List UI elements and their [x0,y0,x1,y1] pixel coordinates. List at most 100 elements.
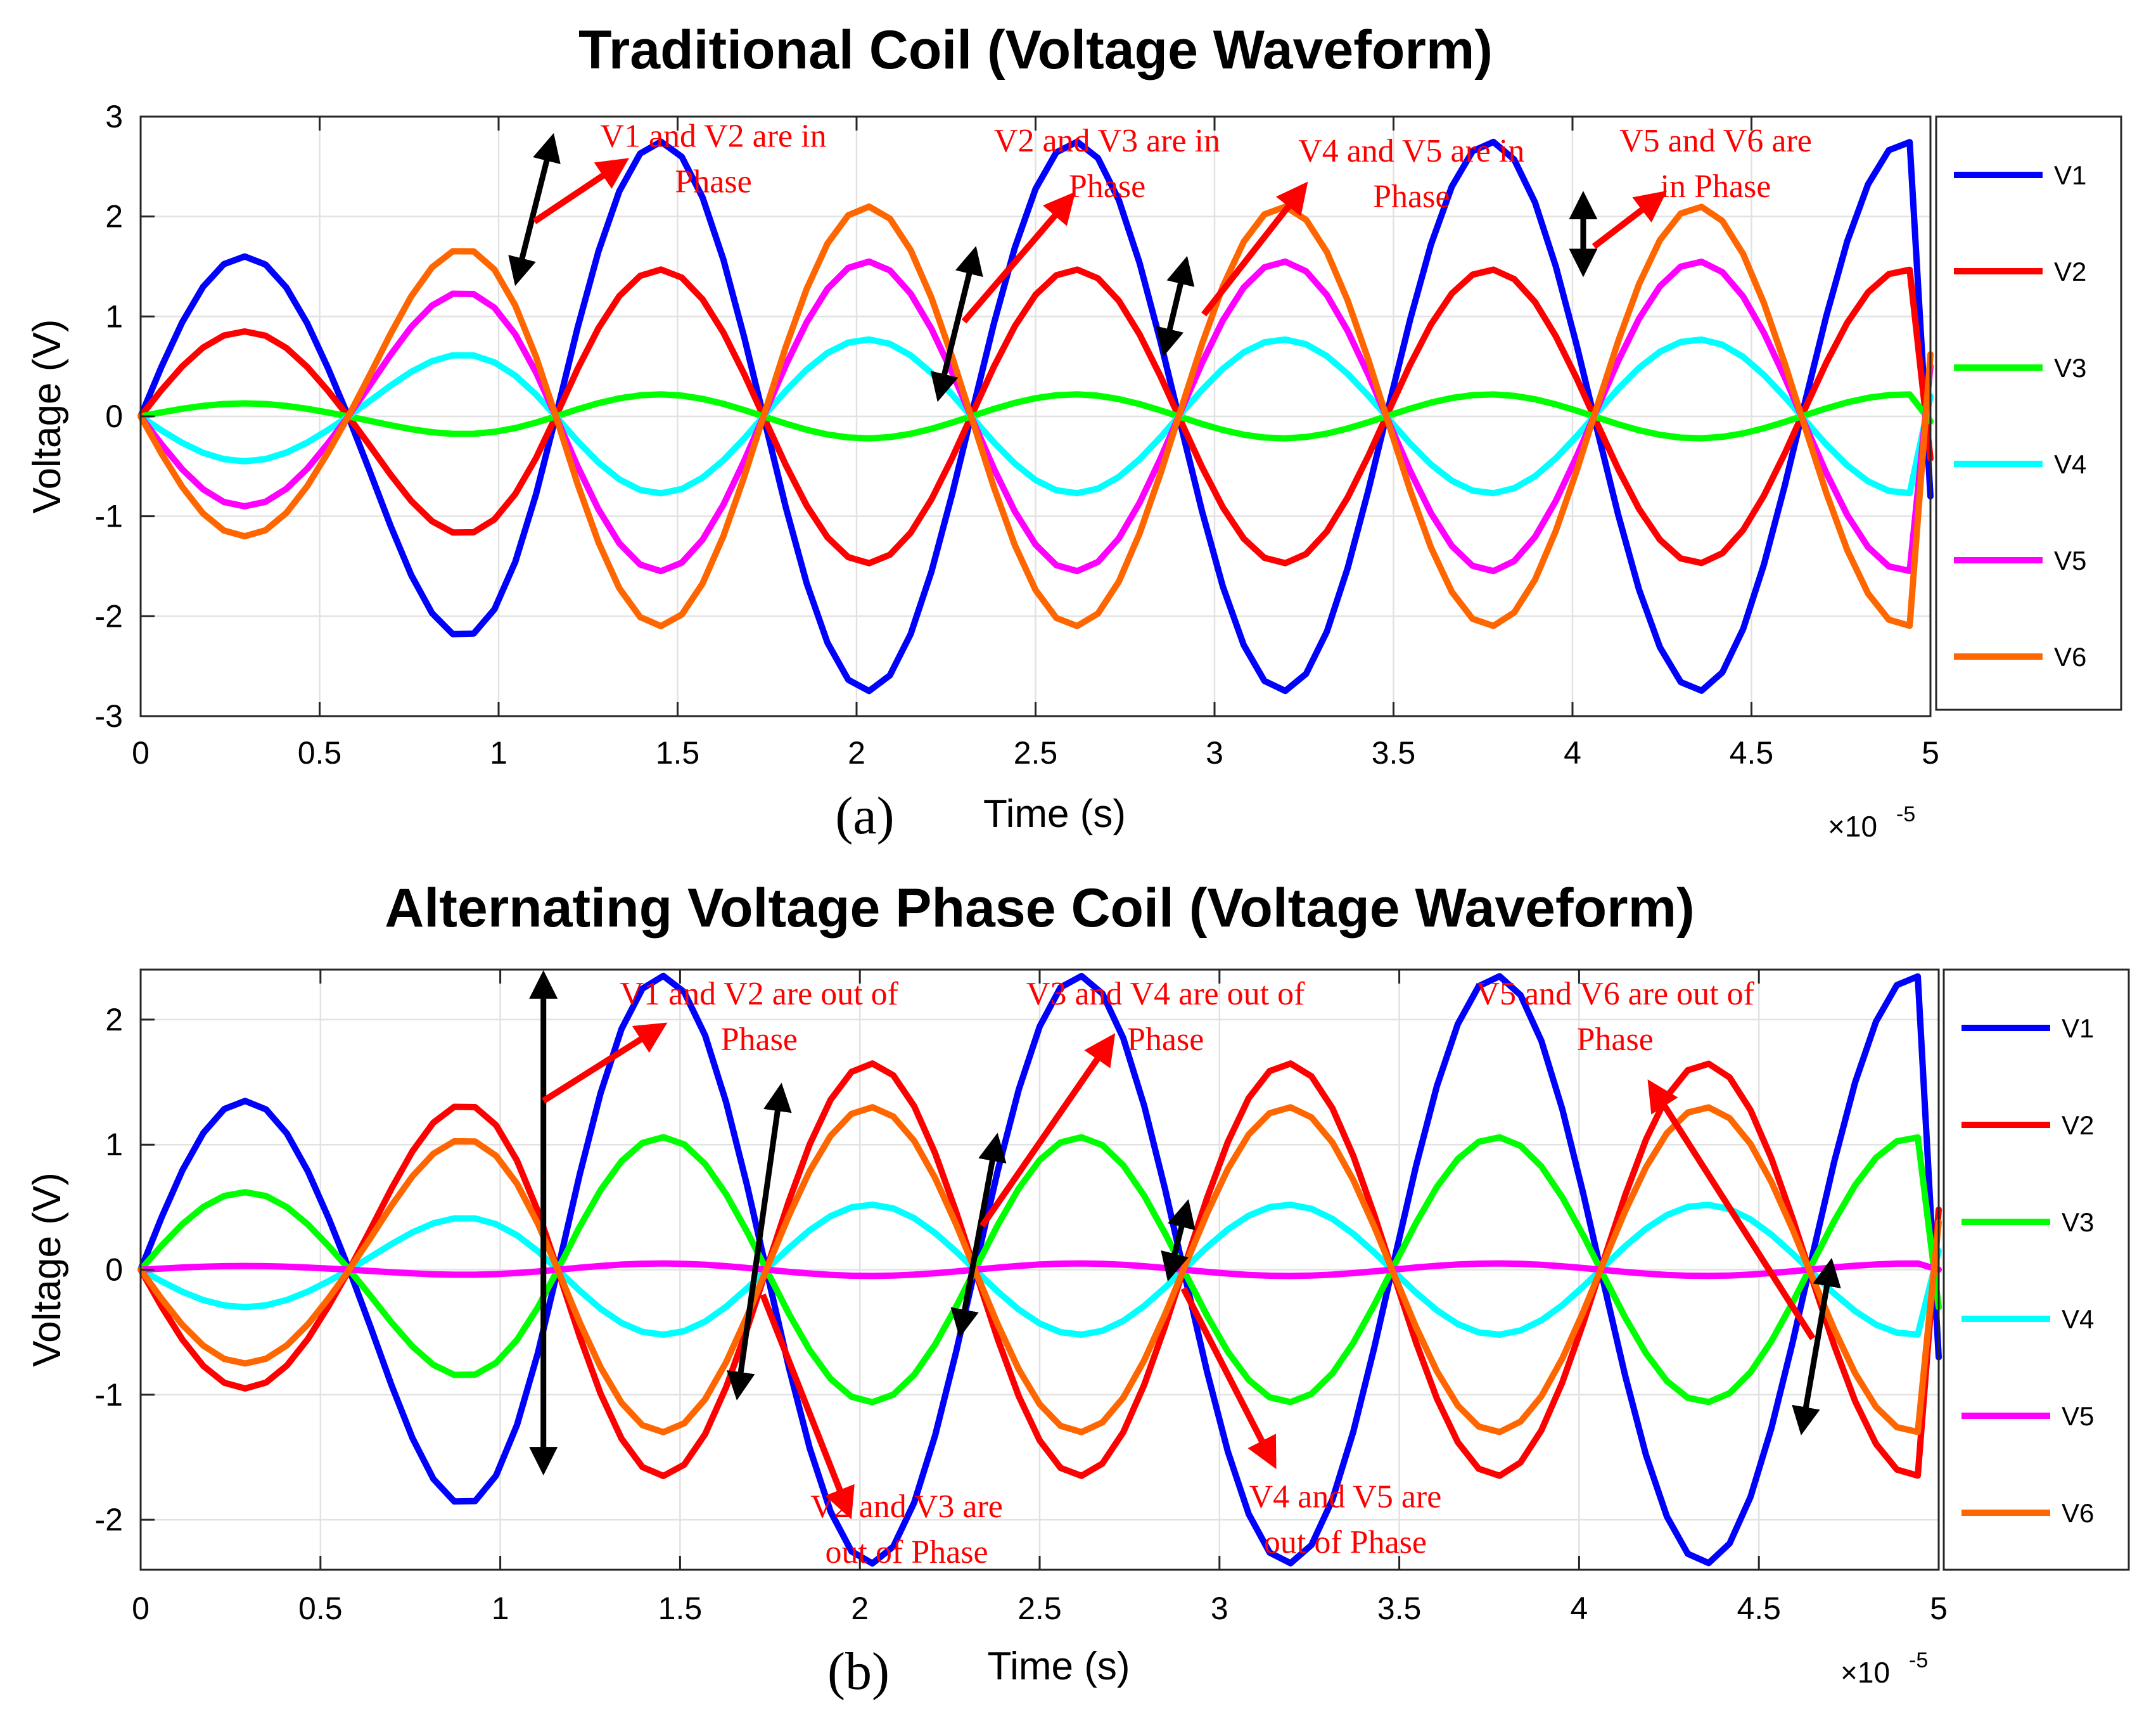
annotation-text: Phase [1576,1022,1653,1058]
y-tick-label: -2 [95,1502,123,1537]
legend-label-v2: V2 [2062,1110,2094,1140]
annotation-text: V2 and V3 are [810,1489,1003,1525]
legend-label-v3: V3 [2062,1207,2094,1237]
annotation-text: V2 and V3 are in [994,123,1220,159]
series-line-v2 [137,1060,1942,1479]
series-line-v2 [137,266,1934,567]
x-tick-label: 4 [1570,1591,1588,1626]
annotation-arrow-icon [1180,1286,1277,1470]
y-tick-label: 3 [105,99,123,134]
x-tick-label: 4.5 [1737,1591,1781,1626]
x-axis-label: Time (s) [983,792,1126,836]
legend: V1 V2 V3 V4 V5 V6 [1942,968,2130,1571]
legend-label-v2: V2 [2054,257,2086,286]
legend: V1 V2 V3 V4 V5 V6 [1935,115,2122,711]
y-axis-label: Voltage (V) [25,319,69,514]
annotation-text: in Phase [1661,169,1771,205]
x-tick-label: 0.5 [298,1591,343,1626]
chart-title: Alternating Voltage Phase Coil (Voltage … [385,878,1695,939]
legend-label-v5: V5 [2054,546,2086,575]
y-tick-label: 2 [105,1002,123,1037]
annotation-text: Phase [1127,1022,1204,1058]
x-tick-label: 1 [492,1591,509,1626]
chart-panel-a: Traditional Coil (Voltage Waveform) 0 0.5 1… [25,20,2122,845]
series-line-v4 [137,1201,1942,1338]
legend-label-v4: V4 [2062,1304,2094,1334]
x-tick-label: 3.5 [1372,735,1416,771]
x-tick-label: 1.5 [658,1591,703,1626]
x-tick-label: 0.5 [298,735,342,771]
series-line-v1 [137,972,1942,1567]
x-tick-label: 1 [490,735,507,771]
annotation-arrow-icon [542,1022,668,1104]
y-tick-label: 1 [105,1127,123,1162]
chart-panel-b: Alternating Voltage Phase Coil (Voltage … [25,878,2130,1701]
double-arrow-icon [508,132,561,286]
y-axis-label: Voltage (V) [25,1172,69,1367]
annotation-text: V4 and V5 are [1249,1479,1442,1515]
double-arrow-icon [726,1082,792,1401]
x-tick-label: 4.5 [1730,735,1774,771]
annotation-text: out of Phase [1264,1524,1427,1560]
annotation-arrow-icon [532,158,630,224]
series-line-v3 [137,1134,1942,1406]
series-line-v5 [137,258,1934,575]
annotation-text: V3 and V4 are out of [1026,976,1305,1012]
legend-label-v5: V5 [2062,1401,2094,1431]
series-line-v4 [137,336,1934,497]
annotation-arrow-icon [1647,1079,1816,1340]
y-tick-label: -1 [95,499,123,534]
panel-label: (b) [827,1642,890,1701]
legend-label-v1: V1 [2054,160,2086,190]
annotation-text: V1 and V2 are out of [620,976,899,1012]
x-multiplier: ×10 [1840,1656,1890,1689]
annotation-text: Phase [1069,169,1145,205]
annotation-arrow-icon [1201,181,1308,317]
series-line-v1 [137,138,1934,695]
chart-title: Traditional Coil (Voltage Waveform) [578,20,1493,80]
x-tick-label: 3.5 [1377,1591,1422,1626]
x-tick-label: 0 [132,735,150,771]
y-tick-label: 2 [105,199,123,234]
annotation-arrow-icon [1591,190,1668,249]
x-tick-label: 0 [132,1591,150,1626]
double-arrow-icon [1161,1199,1196,1282]
y-tick-label: -3 [95,698,123,734]
legend-box [1935,115,2122,711]
x-tick-label: 1.5 [656,735,700,771]
annotation-arrow-icon [961,191,1076,324]
x-tick-label: 2 [848,735,865,771]
series-line-v5 [137,1260,1942,1280]
double-arrow-icon [1156,255,1195,357]
annotation-arrow-icon [979,1033,1116,1228]
x-axis-label: Time (s) [988,1645,1130,1688]
x-multiplier: ×10 [1828,810,1877,843]
x-tick-label: 4 [1564,735,1581,771]
annotation-arrow-icon [760,1293,855,1520]
annotation-text: V1 and V2 are in [600,118,826,154]
y-tick-label: 1 [105,298,123,334]
series-line-v6 [137,1104,1942,1435]
double-arrow-icon [1792,1257,1841,1435]
legend-label-v1: V1 [2062,1013,2094,1043]
annotation-text: Phase [721,1022,798,1058]
x-tick-label: 3 [1206,735,1223,771]
legend-label-v3: V3 [2054,353,2086,383]
y-tick-label: 0 [105,399,123,434]
series-line-v3 [137,391,1934,442]
annotation-text: V4 and V5 are in [1298,133,1524,169]
x-tick-label: 3 [1211,1591,1228,1626]
legend-label-v6: V6 [2054,642,2086,672]
legend-label-v4: V4 [2054,449,2086,479]
x-multiplier-exponent: -5 [1896,802,1915,826]
series-line-v6 [137,203,1934,629]
y-tick-label: -1 [95,1377,123,1413]
annotation-text: Phase [675,164,751,200]
annotation-text: out of Phase [825,1534,988,1570]
annotation-text: Phase [1373,179,1450,215]
annotation-text: V5 and V6 are out of [1476,976,1754,1012]
x-tick-label: 2.5 [1017,1591,1062,1626]
legend-label-v6: V6 [2062,1498,2094,1528]
x-tick-label: 5 [1922,735,1939,771]
